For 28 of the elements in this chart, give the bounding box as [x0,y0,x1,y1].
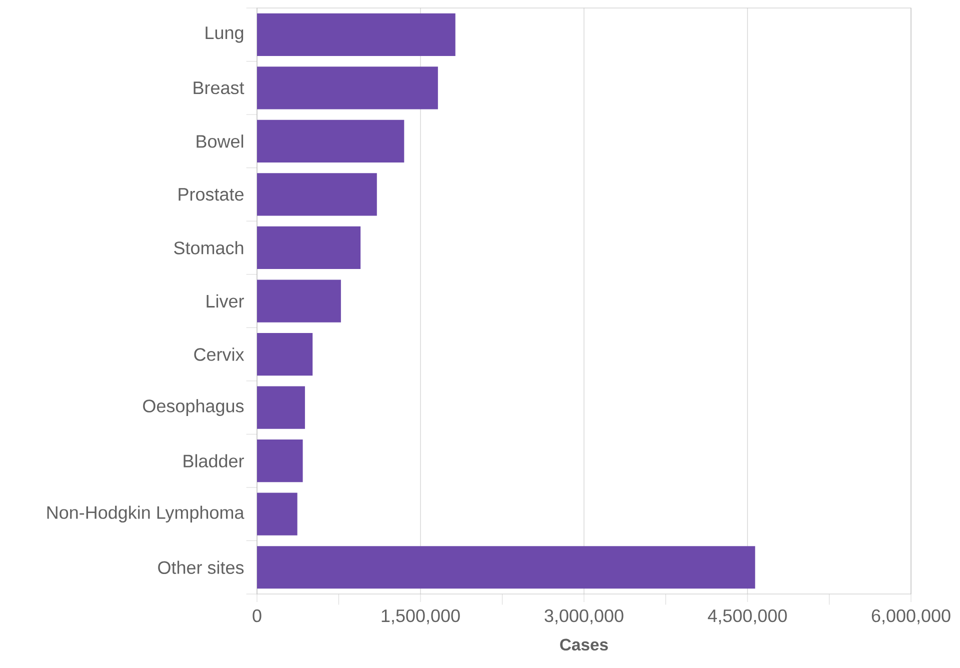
x-tick-label: 6,000,000 [872,609,950,624]
bar [257,440,303,482]
x-tick-label: 4,500,000 [708,609,787,624]
y-tick-label: Breast [194,82,244,94]
x-tick-label: 1,500,000 [382,609,460,624]
y-tick-label: Non-Hodgkin Lymphoma [47,506,244,522]
y-tick-label: Cervix [194,348,244,361]
y-tick-label: Lung [206,26,244,43]
y-tick-label: Bowel [196,134,244,148]
y-tick-label: Bladder [184,454,244,468]
bar [257,332,313,376]
bar [257,13,456,56]
x-tick-label: 3,000,000 [544,609,624,624]
bar [257,173,377,216]
y-tick-label: Liver [206,294,244,308]
bar [257,66,438,110]
bar [257,120,404,162]
bar [257,546,756,589]
bar [257,280,341,322]
y-tick-label: Stomach [174,241,244,254]
bar [257,386,305,429]
y-tick-label: Other sites [158,560,244,574]
bar [257,226,361,270]
bar [257,492,298,536]
x-tick-label: 0 [252,609,262,622]
y-tick-label: Prostate [178,188,244,201]
x-axis-title: Cases [560,638,608,651]
y-tick-label: Oesophagus [143,399,244,416]
